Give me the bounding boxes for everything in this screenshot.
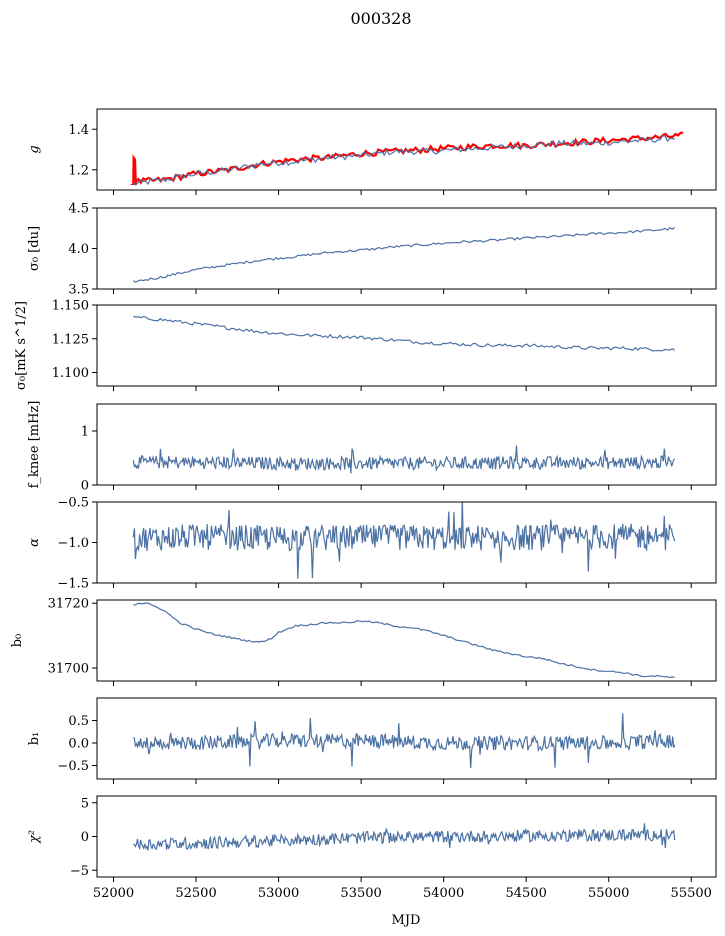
y-tick-label: 4.5 [68, 202, 89, 217]
axes-frame [96, 403, 717, 486]
data-line [132, 502, 676, 579]
y-tick-label: −5 [70, 864, 89, 879]
data-line [133, 713, 676, 769]
axes-frame [96, 207, 717, 290]
panel-8: −5 0 5 52000 52500 53000 53500 54000 54500 55000 5… [27, 795, 717, 901]
y-tick-label: 1.100 [52, 366, 89, 381]
data-line [132, 226, 676, 283]
y-tick-label: −0.5 [57, 496, 89, 511]
x-tick-label: 52000 [93, 886, 134, 901]
y-axis-label: σ₀ [du] [27, 226, 42, 271]
axes-frame [96, 697, 717, 780]
data-line [132, 445, 676, 474]
x-tick-label: 53500 [340, 886, 381, 901]
y-axis-label: b₁ [27, 732, 42, 746]
x-tick-label: 55000 [588, 886, 629, 901]
y-tick-label: −1.0 [57, 536, 89, 551]
panel-3: 1.100 1.125 1.150 σ₀[mK s^1/2] [14, 299, 717, 391]
fit-line [130, 131, 684, 185]
data-line [133, 823, 676, 851]
y-tick-label: 31700 [48, 662, 89, 677]
y-tick-label: 1.4 [68, 123, 89, 138]
y-tick-label: 5 [81, 796, 89, 811]
x-tick-label: 55500 [671, 886, 712, 901]
y-axis-label: α [27, 538, 42, 547]
axes-frame [96, 599, 717, 682]
y-tick-label: −1.5 [57, 577, 89, 592]
figure-title: 000328 [350, 9, 411, 28]
y-tick-label: 0 [81, 830, 89, 845]
panel-5: −1.5 −1.0 −0.5 α [27, 496, 717, 592]
y-tick-label: 0.0 [68, 737, 89, 752]
x-tick-label: 54500 [505, 886, 546, 901]
axes-frame [96, 304, 717, 387]
panels: 1.2 1.4 g 3.5 4.0 4.5 σ₀ [du] 1.100 1.125 1.150 σ₀… [10, 108, 717, 901]
y-axis-label: χ² [27, 830, 42, 844]
y-tick-label: 3.5 [68, 283, 89, 298]
y-axis-label: f_knee [mHz] [27, 401, 42, 489]
y-tick-label: 0 [81, 479, 89, 494]
panel-7: −0.5 0.0 0.5 b₁ [27, 697, 717, 784]
y-axis-label: σ₀[mK s^1/2] [14, 301, 29, 390]
y-tick-label: 1.150 [52, 299, 89, 314]
y-axis-label: b₀ [10, 634, 25, 648]
panel-1: 1.2 1.4 g [27, 108, 717, 195]
data-line [133, 602, 675, 679]
y-tick-label: 4.0 [68, 242, 89, 257]
x-tick-label: 52500 [175, 886, 216, 901]
y-tick-label: 0.5 [68, 714, 89, 729]
panel-6: 31700 31720 b₀ [10, 597, 717, 686]
x-tick-label: 53000 [258, 886, 299, 901]
data-line [133, 315, 676, 352]
data-line [132, 135, 675, 186]
y-tick-label: −0.5 [57, 759, 89, 774]
axes-frame [96, 108, 717, 191]
y-axis-label: g [27, 145, 42, 153]
panel-4: 0 1 f_knee [mHz] [27, 401, 717, 494]
y-tick-label: 1.125 [52, 332, 89, 347]
y-tick-label: 31720 [48, 597, 89, 612]
x-tick-label: 54000 [423, 886, 464, 901]
y-tick-label: 1.2 [68, 163, 89, 178]
x-axis-label: MJD [392, 913, 421, 928]
y-tick-label: 1 [81, 425, 89, 440]
panel-2: 3.5 4.0 4.5 σ₀ [du] [27, 202, 717, 298]
